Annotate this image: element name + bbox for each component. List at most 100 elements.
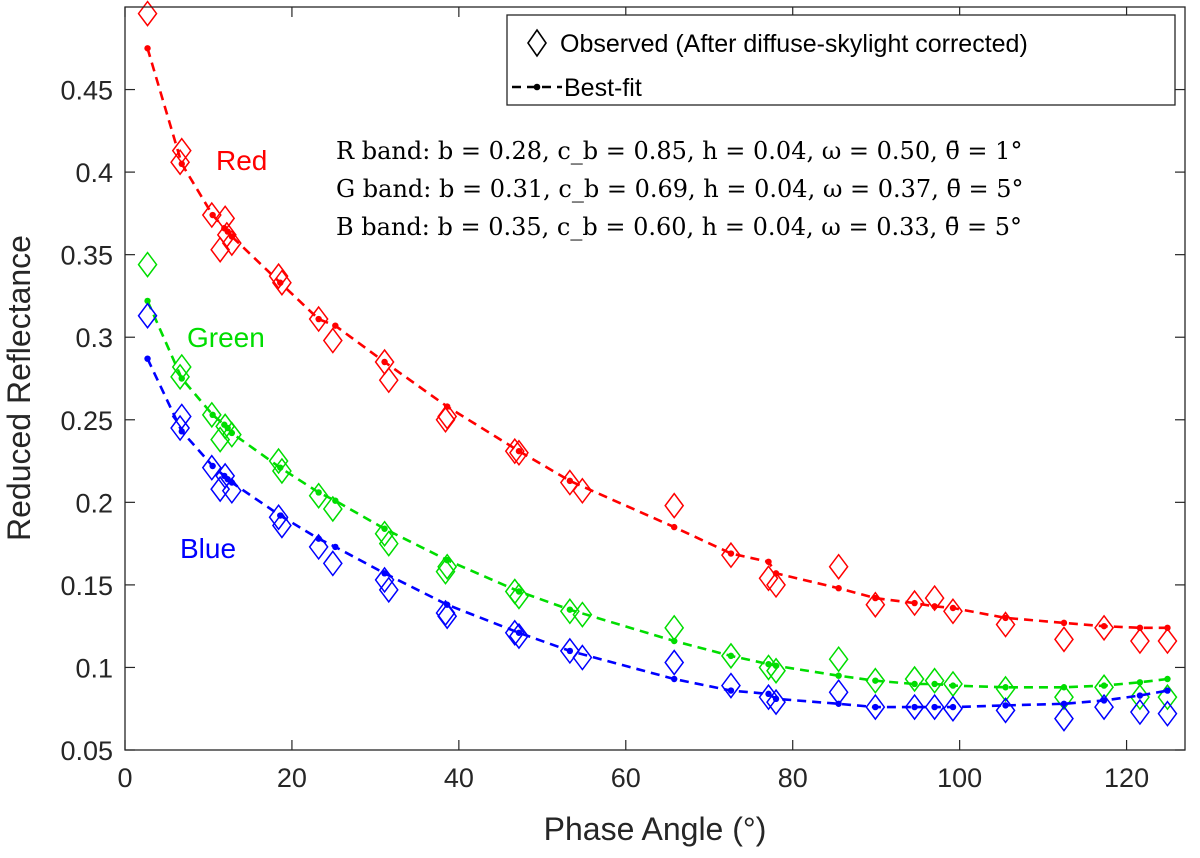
red-fit-point	[144, 45, 151, 52]
blue-fit-point	[670, 675, 678, 683]
red-fit-point	[1002, 614, 1009, 622]
green-observed-point	[170, 363, 191, 391]
red-observed-point	[828, 553, 849, 580]
red-observed-point	[271, 269, 292, 296]
blue-fit-point	[515, 629, 523, 636]
red-observed-point	[995, 611, 1016, 638]
red-observed-point	[378, 366, 399, 394]
green-observed-point	[435, 558, 456, 585]
blue-fit-point	[209, 462, 216, 470]
red-observed-point	[664, 492, 685, 519]
blue-observed-point	[374, 566, 395, 594]
red-fit-point	[835, 584, 842, 592]
blue-observed-point	[268, 503, 289, 531]
x-tick-label: 100	[937, 763, 982, 793]
blue-fit-point	[566, 647, 574, 655]
red-observed-point	[559, 469, 580, 496]
blue-fit-point	[727, 687, 735, 694]
blue-observed-point	[308, 533, 329, 561]
x-tick-label: 0	[117, 763, 132, 793]
red-observed-point	[435, 406, 456, 434]
green-observed-point	[995, 675, 1016, 703]
green-fit-point	[727, 652, 735, 660]
plot-frame	[124, 6, 1186, 751]
red-observed-point	[865, 591, 886, 618]
green-fit-point	[1100, 682, 1108, 689]
red-fit-point	[515, 447, 523, 455]
red-observed-point	[1094, 614, 1114, 642]
green-fit-point	[911, 680, 918, 688]
parameter-annotations: R band: b = 0.28, c_b = 0.85, h = 0.04, …	[336, 137, 1024, 241]
green-observed-point	[308, 482, 329, 509]
red-observed-point	[322, 327, 343, 354]
red-observed-point	[1054, 626, 1074, 653]
legend-fit-label: Best-fit	[564, 74, 642, 102]
green-observed-point	[1054, 683, 1074, 711]
x-axis-label: Phase Angle (°)	[544, 811, 767, 847]
blue-observed-point	[137, 302, 158, 330]
green-observed-point	[509, 583, 529, 610]
blue-observed-point	[721, 672, 741, 699]
green-observed-point	[210, 426, 231, 453]
red-fit-point	[315, 315, 322, 323]
red-observed-point	[572, 477, 593, 505]
legend-observed-label: Observed (After diffuse-skylight correct…	[560, 30, 1028, 58]
legend-observed-marker	[527, 28, 547, 58]
green-observed-point	[201, 401, 222, 429]
legend-box	[506, 14, 1176, 106]
red-fit-point	[566, 477, 574, 485]
x-tick-label: 20	[277, 763, 307, 793]
green-fit-point	[835, 672, 842, 679]
red-observed-point	[137, 0, 158, 27]
red-observed-point	[268, 262, 289, 290]
blue-fit-point	[949, 703, 957, 711]
plot-background	[125, 7, 1185, 750]
x-tick-label: 60	[611, 763, 641, 793]
blue-fit-point	[911, 703, 918, 711]
red-fit-point	[332, 322, 339, 329]
blue-fit-point	[144, 355, 151, 362]
green-observed-point	[904, 665, 925, 693]
green-observed-point	[758, 654, 779, 681]
blue-fit-point	[332, 543, 339, 551]
blue-fit-point	[1136, 692, 1144, 699]
blue-fit-point	[1100, 697, 1108, 704]
green-observed-point	[171, 353, 192, 381]
red-observed-point	[509, 439, 529, 467]
param-b-band: B band: b = 0.35, c_b = 0.60, h = 0.04, …	[336, 213, 1022, 241]
green-observed-point	[374, 520, 395, 547]
blue-observed-point	[559, 637, 580, 665]
y-tick-label: 0.15	[60, 571, 113, 601]
blue-observed-point	[378, 576, 399, 604]
blue-observed-point	[1054, 705, 1074, 732]
red-fit-point	[872, 594, 879, 602]
y-axis-label: Reduced Reflectance	[1, 235, 37, 541]
series-red	[137, 0, 1178, 655]
blue-observed-point	[1129, 698, 1150, 726]
green-observed-point	[865, 667, 886, 694]
green-fit-point	[1136, 679, 1144, 686]
green-observed-point	[766, 657, 786, 684]
blue-observed-point	[943, 695, 963, 722]
y-tick-label: 0.35	[60, 241, 113, 271]
x-tick-label: 120	[1104, 763, 1149, 793]
blue-observed-point	[664, 649, 685, 676]
red-observed-point	[766, 571, 786, 599]
red-observed-point	[721, 541, 741, 569]
red-observed-point	[201, 201, 222, 229]
blue-fit-point	[1060, 700, 1068, 707]
green-observed-point	[1157, 683, 1178, 711]
red-observed-point	[1129, 627, 1150, 655]
red-observed-point	[504, 437, 525, 465]
green-fit-point	[315, 489, 322, 496]
blue-fit-point	[931, 703, 938, 711]
red-observed-point	[170, 148, 191, 176]
blue-observed-point	[924, 693, 945, 721]
green-fit-point	[1002, 684, 1009, 691]
blue-observed-point	[201, 454, 222, 481]
green-fit-point	[872, 677, 879, 684]
green-observed-point	[924, 667, 945, 694]
y-tick-label: 0.2	[75, 488, 113, 518]
red-observed-point	[221, 229, 242, 257]
green-observed-point	[437, 553, 458, 580]
